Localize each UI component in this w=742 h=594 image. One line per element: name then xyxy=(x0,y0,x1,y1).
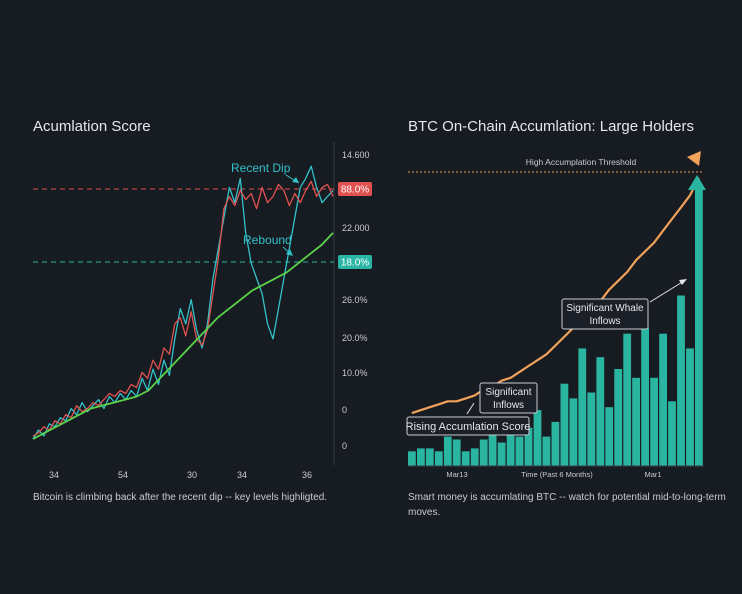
rising-score-callout-box xyxy=(406,416,530,436)
left-chart-title: Acumlation Score xyxy=(33,118,151,135)
x-tick-label: 30 xyxy=(187,470,197,480)
recent-dip-annotation: Recent Dip xyxy=(231,161,291,175)
inflow-bar xyxy=(569,398,578,466)
inflow-bar xyxy=(452,439,461,466)
accumulation-score-chart: 88.0% 18.0% 14.600 22.000 26.0% 20.0% 10.0% 0… xyxy=(32,142,372,480)
x-tick-label: Mar1 xyxy=(644,470,661,479)
whale-accumulation-chart: High Accumplation Threshold Mar13 Time (… xyxy=(406,151,706,479)
inflow-bar xyxy=(614,369,623,466)
inflow-bar xyxy=(560,383,569,466)
right-chart-panel: BTC On-Chain Accumlation: Large Holders … xyxy=(371,0,742,594)
x-axis-title: Time (Past 6 Months) xyxy=(521,470,593,479)
inflow-bar xyxy=(677,295,685,466)
whale-callout-box xyxy=(561,298,649,330)
inflow-bar xyxy=(596,357,605,466)
red-price-line xyxy=(32,180,334,437)
inflow-bar xyxy=(668,401,676,466)
left-chart-panel: Acumlation Score 88.0% 18.0% 14.600 22.00… xyxy=(32,118,372,503)
x-tick-label: Mar13 xyxy=(446,470,467,479)
inflow-bar xyxy=(605,407,614,466)
inflow-bar xyxy=(695,186,703,466)
rebound-annotation: Rebound xyxy=(243,233,292,247)
upper-level-badge xyxy=(338,182,372,196)
whale-callout-line2: Inflows xyxy=(589,316,620,327)
y-tick-label: 0 xyxy=(342,405,347,415)
inflows-callout-line2: Inflows xyxy=(493,400,524,411)
accumulation-arrowhead xyxy=(687,151,701,166)
threshold-label: High Accumplation Threshold xyxy=(526,157,637,167)
inflow-bar xyxy=(470,448,479,466)
recent-dip-arrowhead xyxy=(292,177,299,183)
inflow-bar xyxy=(515,436,524,466)
inflow-bar xyxy=(443,436,452,466)
inflow-bar xyxy=(434,451,443,466)
x-tick-label: 34 xyxy=(49,470,59,480)
inflow-bar xyxy=(417,448,425,466)
inflow-bar xyxy=(659,333,667,466)
whale-pointer xyxy=(649,280,685,303)
rebound-arrowhead xyxy=(286,249,293,256)
inflows-callout-line1: Significant xyxy=(485,387,531,398)
left-chart-caption: Bitcoin is climbing back after the recen… xyxy=(33,492,328,503)
whale-callout-line1: Significant Whale xyxy=(566,303,644,314)
rising-score-callout: Rising Accumlation Score xyxy=(406,421,531,433)
y-tick-label: 20.0% xyxy=(342,333,368,343)
x-tick-label: 54 xyxy=(118,470,128,480)
accumulation-score-line xyxy=(411,177,700,415)
upper-level-badge-label: 88.0% xyxy=(341,185,369,196)
x-tick-label: 36 xyxy=(302,470,312,480)
inflow-bar xyxy=(408,451,416,466)
inflow-bar xyxy=(623,333,632,466)
y-tick-label: 22.000 xyxy=(342,223,370,233)
green-trend-line xyxy=(32,232,334,440)
teal-price-line xyxy=(32,165,334,440)
whale-pointer-head xyxy=(679,279,687,285)
right-chart-title: BTC On-Chain Accumlation: Large Holders xyxy=(408,118,694,135)
inflow-bar xyxy=(686,348,694,466)
y-tick-label: 10.0% xyxy=(342,368,368,378)
inflow-bar xyxy=(632,377,640,466)
inflow-bar xyxy=(488,430,497,466)
right-chart-caption: Smart money is accumlating BTC -- watch … xyxy=(408,492,726,518)
lower-level-badge-label: 18.0% xyxy=(341,258,369,269)
inflow-bar xyxy=(551,421,560,466)
inflow-bar xyxy=(533,410,542,466)
inflow-bar xyxy=(641,327,649,466)
inflow-bar xyxy=(497,442,506,466)
inflow-bar xyxy=(587,392,596,466)
inflow-bar xyxy=(425,448,434,466)
final-bar-arrowhead xyxy=(688,175,706,190)
y-tick-label: 0 xyxy=(342,441,347,451)
inflow-bar xyxy=(650,377,658,466)
inflow-bar xyxy=(461,451,470,466)
y-tick-label: 26.0% xyxy=(342,295,368,305)
inflow-bar xyxy=(506,421,515,466)
y-tick-label: 14.600 xyxy=(342,150,370,160)
inflow-bar xyxy=(479,439,488,466)
inflow-bar xyxy=(524,427,533,466)
inflows-pointer xyxy=(466,402,475,415)
inflows-callout-box xyxy=(479,382,538,414)
inflow-bar xyxy=(542,436,551,466)
x-tick-label: 34 xyxy=(237,470,247,480)
inflow-bar xyxy=(578,348,587,466)
lower-level-badge xyxy=(338,255,372,269)
